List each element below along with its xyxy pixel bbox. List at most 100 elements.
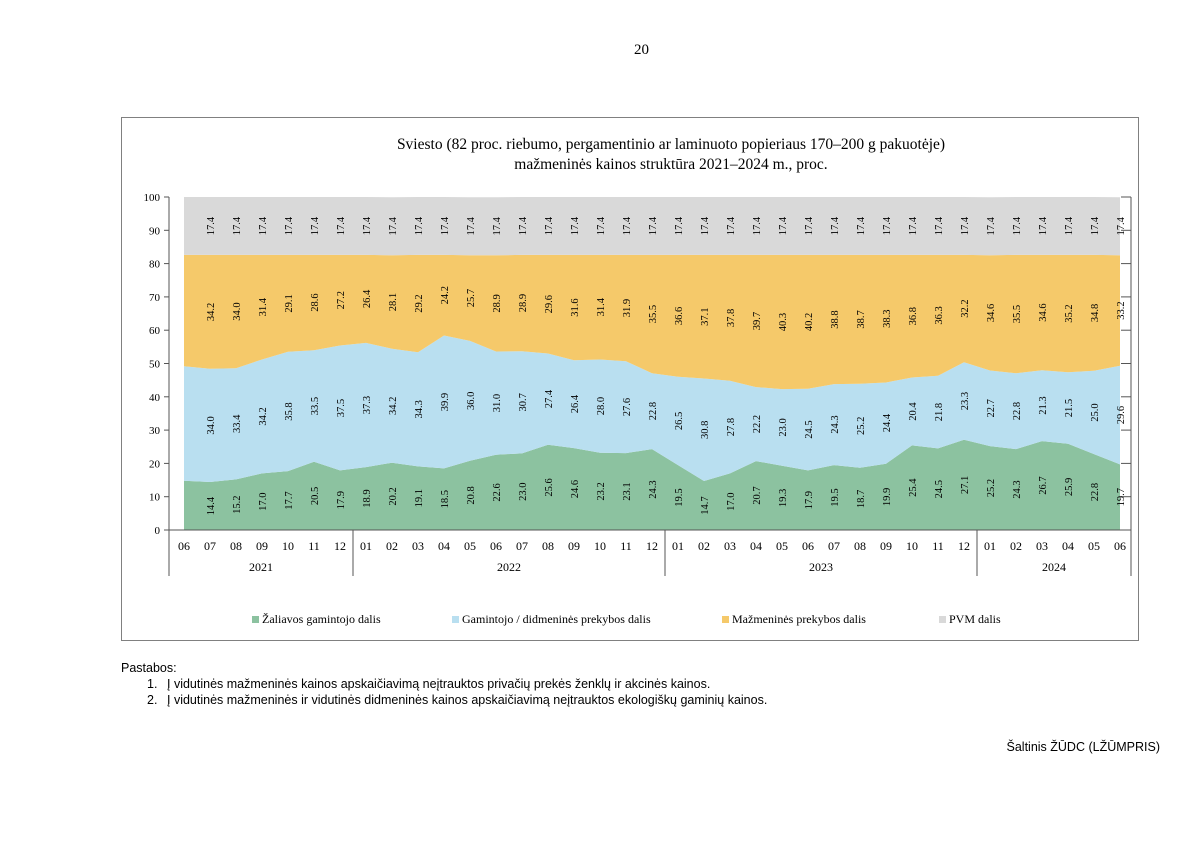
y-tick-label: 80	[149, 259, 161, 271]
legend-item-raw-material: Žaliavos gamintojo dalis	[252, 612, 381, 627]
data-label: 18.9	[362, 489, 373, 507]
x-tick-label: 05	[776, 539, 788, 553]
x-tick-label: 01	[984, 539, 996, 553]
data-label: 34.3	[414, 400, 425, 418]
data-label: 17.4	[206, 216, 217, 235]
x-tick-label: 07	[828, 539, 840, 553]
legend-label: Mažmeninės prekybos dalis	[732, 612, 866, 626]
data-label: 35.5	[648, 305, 659, 323]
data-label: 30.8	[700, 421, 711, 439]
data-label: 29.6	[544, 295, 555, 313]
data-label: 37.5	[336, 399, 347, 417]
legend-label: Žaliavos gamintojo dalis	[262, 612, 381, 626]
data-label: 20.7	[752, 486, 763, 504]
data-label: 17.4	[492, 216, 503, 235]
data-label: 17.4	[258, 216, 269, 235]
data-label: 25.0	[1090, 403, 1101, 421]
data-label: 27.1	[960, 476, 971, 494]
data-label: 22.2	[752, 415, 763, 433]
y-tick-label: 20	[149, 458, 161, 470]
data-label: 17.4	[1116, 216, 1127, 235]
x-tick-label: 02	[698, 539, 710, 553]
data-label: 17.4	[752, 216, 763, 235]
data-label: 23.0	[778, 418, 789, 436]
area-2	[184, 335, 1120, 482]
data-label: 20.4	[908, 402, 919, 421]
data-label: 19.7	[1116, 488, 1127, 506]
legend: Žaliavos gamintojo dalis Gamintojo / did…	[0, 612, 1200, 630]
data-label: 34.2	[388, 397, 399, 415]
data-label: 36.8	[908, 307, 919, 325]
data-label: 19.1	[414, 489, 425, 507]
data-label: 24.3	[1012, 480, 1023, 498]
data-label: 22.8	[1012, 402, 1023, 420]
x-tick-label: 05	[1088, 539, 1100, 553]
x-tick-label: 06	[1114, 539, 1126, 553]
data-label: 35.8	[284, 402, 295, 420]
data-label: 28.9	[518, 294, 529, 312]
data-label: 31.4	[596, 297, 607, 316]
data-label: 38.7	[856, 310, 867, 328]
note-item: 2. Į vidutinės mažmeninės ir vidutinės d…	[121, 692, 767, 708]
data-label: 19.5	[830, 488, 841, 506]
data-label: 24.3	[830, 415, 841, 433]
year-group-label: 2023	[809, 560, 833, 574]
data-label: 28.6	[310, 293, 321, 311]
notes: Pastabos: 1. Į vidutinės mažmeninės kain…	[121, 660, 767, 708]
data-label: 40.3	[778, 313, 789, 331]
x-tick-label: 09	[256, 539, 268, 553]
data-label: 14.4	[206, 496, 217, 515]
data-label: 32.2	[960, 299, 971, 317]
legend-item-vat: PVM dalis	[939, 612, 1001, 627]
data-label: 17.4	[986, 216, 997, 235]
data-label: 20.8	[466, 486, 477, 504]
data-label: 15.2	[232, 496, 243, 514]
note-number: 1.	[147, 677, 158, 691]
legend-item-retail: Mažmeninės prekybos dalis	[722, 612, 866, 627]
area-3	[184, 254, 1120, 390]
data-label: 18.5	[440, 490, 451, 508]
data-label: 17.9	[804, 491, 815, 509]
data-label: 22.7	[986, 399, 997, 417]
data-label: 31.0	[492, 394, 503, 412]
data-label: 17.4	[544, 216, 555, 235]
data-label: 26.4	[362, 289, 373, 308]
area-1	[184, 439, 1120, 530]
data-label: 28.9	[492, 294, 503, 312]
data-label: 17.4	[778, 216, 789, 235]
data-label: 18.7	[856, 490, 867, 508]
data-label: 17.4	[1038, 216, 1049, 235]
data-label: 22.8	[1090, 483, 1101, 501]
data-label: 24.5	[804, 420, 815, 438]
data-label: 17.9	[336, 491, 347, 509]
data-label: 17.4	[804, 216, 815, 235]
data-label: 17.4	[362, 216, 373, 235]
year-group-label: 2022	[497, 560, 521, 574]
data-label: 17.4	[466, 216, 477, 235]
data-label: 17.4	[284, 216, 295, 235]
data-label: 31.6	[570, 298, 581, 316]
data-label: 33.4	[232, 414, 243, 433]
data-label: 25.2	[986, 479, 997, 497]
data-label: 31.4	[258, 297, 269, 316]
data-label: 17.4	[1090, 216, 1101, 235]
data-label: 40.2	[804, 313, 815, 331]
data-label: 34.0	[232, 302, 243, 320]
data-label: 17.4	[700, 216, 711, 235]
data-label: 23.3	[960, 392, 971, 410]
data-label: 17.4	[570, 216, 581, 235]
data-label: 24.2	[440, 286, 451, 304]
data-label: 27.2	[336, 291, 347, 309]
data-label: 24.3	[648, 480, 659, 498]
data-label: 25.6	[544, 478, 555, 496]
data-label: 17.4	[882, 216, 893, 235]
y-tick-label: 60	[149, 325, 161, 337]
data-label: 23.2	[596, 482, 607, 500]
data-label: 17.4	[934, 216, 945, 235]
x-tick-label: 03	[412, 539, 424, 553]
legend-label: Gamintojo / didmeninės prekybos dalis	[462, 612, 651, 626]
data-label: 36.0	[466, 392, 477, 410]
data-label: 17.4	[440, 216, 451, 235]
data-label: 17.7	[284, 491, 295, 509]
